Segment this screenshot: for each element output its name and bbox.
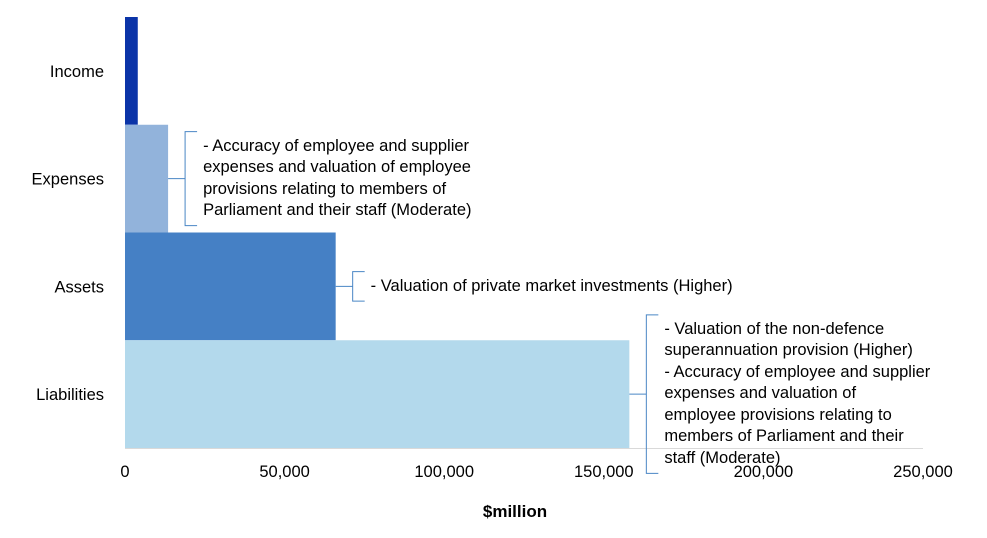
annotation-line: expenses and valuation of employee — [203, 158, 471, 177]
annotation-assets: - Valuation of private market investment… — [371, 276, 733, 298]
y-tick-label-liabilities: Liabilities — [36, 386, 104, 404]
annotation-line: employee provisions relating to — [664, 405, 892, 424]
bar-assets — [125, 232, 336, 341]
x-tick-label: 0 — [120, 463, 129, 481]
axes-group: Income Expenses Assets Liabilities 0 50,000 10… — [32, 63, 953, 481]
bar-liabilities — [125, 340, 630, 448]
bar-income — [125, 17, 138, 125]
bracket-liabilities — [645, 314, 659, 474]
annotation-line: - Valuation of private market investment… — [370, 276, 733, 295]
y-tick-label-assets: Assets — [54, 278, 104, 296]
annotation-line: members of Parliament and their — [664, 427, 904, 446]
x-tick-label: 200,000 — [734, 463, 794, 481]
annotation-line: superannuation provision (Higher) — [664, 341, 913, 360]
annotation-line: - Accuracy of employee and supplier — [203, 136, 470, 155]
annotation-line: - Valuation of the non-defence — [664, 319, 885, 338]
x-axis-title: $million — [483, 502, 547, 521]
bar-expenses — [125, 124, 169, 233]
x-tick-label: 100,000 — [414, 463, 474, 481]
annotation-line: - Accuracy of employee and supplier — [664, 362, 931, 381]
y-tick-label-income: Income — [50, 63, 104, 81]
annotation-line: staff (Moderate) — [664, 448, 781, 467]
x-tick-label: 250,000 — [893, 463, 953, 481]
annotation-expenses: - Accuracy of employee and supplier expen… — [203, 136, 471, 222]
x-tick-label: 150,000 — [574, 463, 634, 481]
annotation-line: Parliament and their staff (Moderate) — [203, 201, 472, 220]
annotation-liabilities: - Valuation of the non-defence superannua… — [664, 319, 930, 470]
bars-group — [125, 17, 630, 448]
annotation-brackets — [168, 131, 659, 474]
annotation-line: provisions relating to members of — [203, 179, 447, 198]
annotation-line: expenses and valuation of — [664, 384, 857, 403]
bracket-assets — [352, 271, 365, 302]
bracket-expenses — [184, 131, 198, 227]
x-tick-label: 50,000 — [259, 463, 309, 481]
y-tick-label-expenses: Expenses — [32, 171, 104, 189]
